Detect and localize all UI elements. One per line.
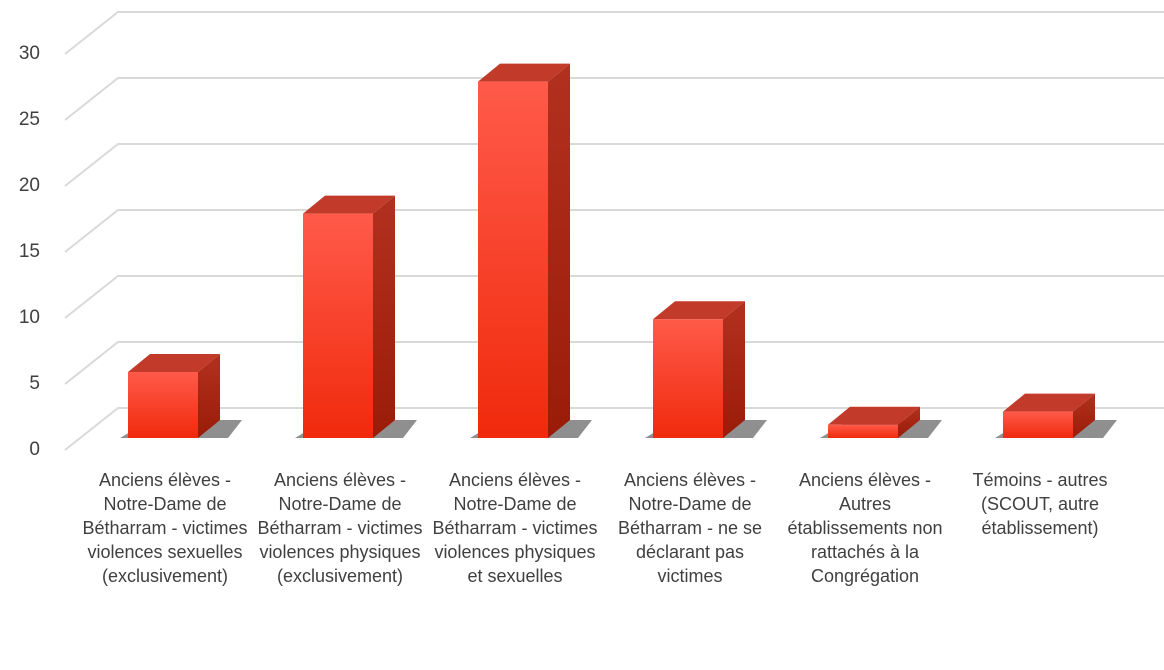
bar [303, 195, 395, 438]
bar-front [128, 372, 198, 438]
bar-top [128, 354, 220, 372]
grid-line [64, 11, 1164, 55]
bar-top [653, 301, 745, 320]
x-tick-label: Anciens élèves - Notre-Dame de Bétharram… [432, 470, 598, 586]
bar-side [723, 301, 745, 438]
y-tick-label: 5 [29, 373, 40, 394]
bar-front [1003, 411, 1073, 438]
bar-side [373, 195, 395, 438]
bar-front [478, 81, 548, 438]
bar-top [303, 195, 395, 214]
bar-top [1003, 393, 1095, 412]
grid-line [64, 407, 1164, 451]
grid-line [64, 209, 1164, 253]
bar [478, 63, 570, 438]
bar-top [828, 406, 920, 425]
x-tick-label: Anciens élèves - Notre-Dame de Bétharram… [257, 470, 423, 586]
bar-side [1073, 393, 1095, 438]
y-tick-label: 0 [29, 439, 40, 460]
y-tick-label: 30 [19, 43, 40, 64]
x-tick-label: Témoins - autres (SCOUT, autre établisse… [972, 470, 1108, 538]
y-tick-label: 15 [19, 241, 40, 262]
y-tick-label: 25 [19, 109, 40, 130]
bar-side [198, 354, 220, 438]
y-tick-label: 20 [19, 175, 40, 196]
grid-line [64, 143, 1164, 187]
bar-front [303, 213, 373, 438]
bar-front [653, 319, 723, 438]
y-tick-label: 10 [19, 307, 40, 328]
bar [128, 354, 220, 438]
x-tick-label: Anciens élèves - Notre-Dame de Bétharram… [617, 470, 763, 586]
bar [653, 301, 745, 438]
grid-line [64, 341, 1164, 385]
bar [1003, 393, 1095, 438]
bar-top [478, 63, 570, 82]
bar-side [548, 63, 570, 438]
grid-line [64, 275, 1164, 319]
bar-front [828, 424, 898, 438]
x-tick-label: Anciens élèves - Autres établissements n… [787, 470, 943, 586]
grid-line [64, 77, 1164, 121]
x-tick-label: Anciens élèves - Notre-Dame de Bétharram… [82, 470, 248, 586]
bar [828, 406, 920, 438]
bar-side [898, 406, 920, 438]
